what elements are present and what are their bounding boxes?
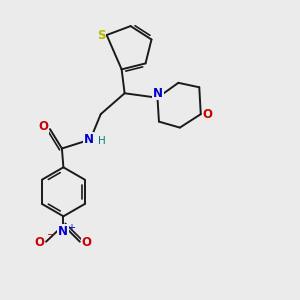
Text: N: N <box>58 225 68 238</box>
Text: O: O <box>34 236 44 249</box>
Text: O: O <box>38 120 48 133</box>
Text: +: + <box>67 223 75 233</box>
Text: N: N <box>84 133 94 146</box>
Text: O: O <box>81 236 92 249</box>
Text: H: H <box>98 136 106 146</box>
Text: O: O <box>202 108 212 121</box>
Text: N: N <box>153 87 163 100</box>
Text: −: − <box>47 230 56 240</box>
Text: S: S <box>97 28 106 41</box>
